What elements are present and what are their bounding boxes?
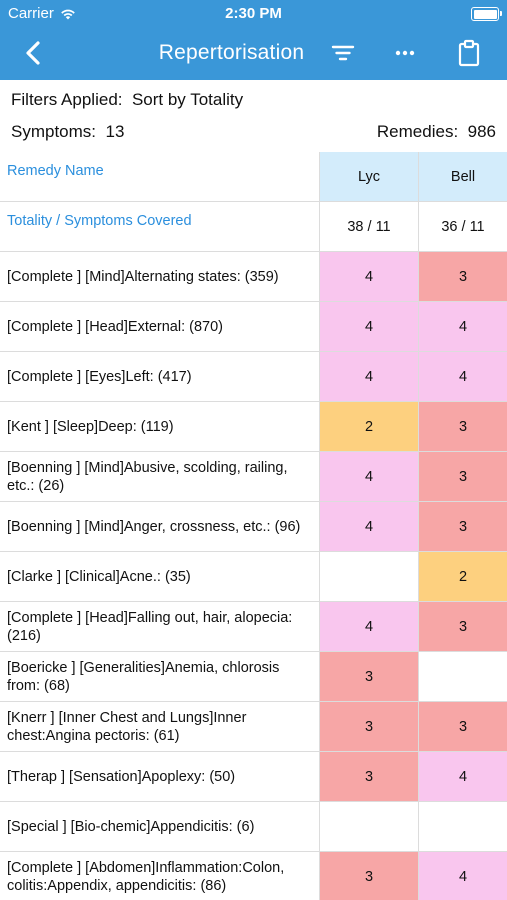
remedy-column-header[interactable]: Bell bbox=[419, 152, 507, 201]
back-chevron-icon[interactable] bbox=[20, 38, 50, 68]
grade-cell: 4 bbox=[320, 352, 419, 401]
remedies-count: Remedies: 986 bbox=[376, 122, 496, 141]
grade-cell: 4 bbox=[419, 352, 507, 401]
grade-cell: 4 bbox=[320, 602, 419, 651]
grade-cell: 3 bbox=[320, 652, 419, 701]
carrier-label: Carrier bbox=[8, 5, 54, 22]
symptom-row[interactable]: [Complete ] [Head]Falling out, hair, alo… bbox=[0, 602, 507, 652]
symptom-label: [Special ] [Bio-chemic]Appendicitis: (6) bbox=[0, 802, 320, 851]
grade-cell: 3 bbox=[419, 602, 507, 651]
counts-line: Symptoms: 13 Remedies: 986 bbox=[0, 122, 507, 146]
symptom-row[interactable]: [Boenning ] [Mind]Anger, crossness, etc.… bbox=[0, 502, 507, 552]
symptom-label: [Boericke ] [Generalities]Anemia, chloro… bbox=[0, 652, 320, 701]
more-options-icon[interactable] bbox=[390, 38, 420, 68]
symptom-row[interactable]: [Kent ] [Sleep]Deep: (119) 2 3 bbox=[0, 402, 507, 452]
symptom-label: [Knerr ] [Inner Chest and Lungs]Inner ch… bbox=[0, 702, 320, 751]
grade-cell: 3 bbox=[419, 702, 507, 751]
symptom-label: [Kent ] [Sleep]Deep: (119) bbox=[0, 402, 320, 451]
symptom-row[interactable]: [Therap ] [Sensation]Apoplexy: (50) 3 4 bbox=[0, 752, 507, 802]
filter-icon[interactable] bbox=[328, 38, 358, 68]
totality-value: 36 / 11 bbox=[441, 218, 485, 235]
symptom-row[interactable]: [Complete ] [Eyes]Left: (417) 4 4 bbox=[0, 352, 507, 402]
symptom-row[interactable]: [Knerr ] [Inner Chest and Lungs]Inner ch… bbox=[0, 702, 507, 752]
symptom-row[interactable]: [Complete ] [Abdomen]Inflammation:Colon,… bbox=[0, 852, 507, 900]
totality-row: Totality / Symptoms Covered 38 / 11 36 /… bbox=[0, 202, 507, 252]
clipboard-icon[interactable] bbox=[454, 38, 484, 68]
page-title: Repertorisation bbox=[158, 41, 305, 64]
symptom-row[interactable]: [Clarke ] [Clinical]Acne.: (35) 2 bbox=[0, 552, 507, 602]
symptom-label: [Complete ] [Head]External: (870) bbox=[0, 302, 320, 351]
grade-cell: 3 bbox=[320, 852, 419, 900]
remedy-name-header: Remedy Name bbox=[0, 152, 320, 201]
totality-header: Totality / Symptoms Covered bbox=[0, 202, 320, 251]
grade-cell: 3 bbox=[419, 452, 507, 501]
symptom-label: [Clarke ] [Clinical]Acne.: (35) bbox=[0, 552, 320, 601]
grade-cell bbox=[320, 552, 419, 601]
grade-cell: 4 bbox=[320, 302, 419, 351]
symptom-label: [Complete ] [Eyes]Left: (417) bbox=[0, 352, 320, 401]
filters-value: Sort by Totality bbox=[131, 90, 244, 109]
grade-cell: 3 bbox=[320, 752, 419, 801]
repertorisation-table: Remedy Name Lyc Bell Totality / Symptoms… bbox=[0, 152, 507, 900]
grade-cell: 3 bbox=[419, 402, 507, 451]
carrier-indicator: Carrier bbox=[8, 5, 76, 22]
symptom-label: [Complete ] [Head]Falling out, hair, alo… bbox=[0, 602, 320, 651]
grade-cell: 4 bbox=[419, 752, 507, 801]
status-bar: Carrier 2:30 PM bbox=[0, 0, 507, 28]
grade-cell: 4 bbox=[419, 302, 507, 351]
symptom-row[interactable]: [Complete ] [Head]External: (870) 4 4 bbox=[0, 302, 507, 352]
grade-cell: 4 bbox=[419, 852, 507, 900]
grade-cell: 2 bbox=[419, 552, 507, 601]
grade-cell: 4 bbox=[320, 502, 419, 551]
symptom-label: [Complete ] [Abdomen]Inflammation:Colon,… bbox=[0, 852, 320, 900]
wifi-icon bbox=[61, 9, 75, 19]
battery-icon bbox=[471, 7, 502, 21]
navigation-bar: Repertorisation bbox=[0, 28, 507, 80]
grade-cell: 4 bbox=[320, 452, 419, 501]
grade-cell: 3 bbox=[320, 702, 419, 751]
status-time: 2:30 PM bbox=[225, 5, 282, 22]
grade-cell: 3 bbox=[419, 252, 507, 301]
symptom-row[interactable]: [Boericke ] [Generalities]Anemia, chloro… bbox=[0, 652, 507, 702]
symptom-row[interactable]: [Complete ] [Mind]Alternating states: (3… bbox=[0, 252, 507, 302]
symptom-row[interactable]: [Special ] [Bio-chemic]Appendicitis: (6) bbox=[0, 802, 507, 852]
filters-label: Filters Applied: bbox=[11, 90, 123, 109]
remedy-header-row: Remedy Name Lyc Bell bbox=[0, 152, 507, 202]
totality-value: 38 / 11 bbox=[320, 202, 419, 251]
symptom-label: [Complete ] [Mind]Alternating states: (3… bbox=[0, 252, 320, 301]
filters-applied-line: Filters Applied: Sort by Totality bbox=[0, 90, 507, 114]
symptoms-count: Symptoms: 13 bbox=[11, 122, 125, 141]
grade-cell bbox=[320, 802, 419, 851]
grade-cell bbox=[419, 652, 507, 701]
symptom-label: [Boenning ] [Mind]Anger, crossness, etc.… bbox=[0, 502, 320, 551]
grade-cell: 2 bbox=[320, 402, 419, 451]
symptom-row[interactable]: [Boenning ] [Mind]Abusive, scolding, rai… bbox=[0, 452, 507, 502]
remedy-column-header[interactable]: Lyc bbox=[320, 152, 419, 201]
symptom-label: [Therap ] [Sensation]Apoplexy: (50) bbox=[0, 752, 320, 801]
symptom-label: [Boenning ] [Mind]Abusive, scolding, rai… bbox=[0, 452, 320, 501]
grade-cell: 3 bbox=[419, 502, 507, 551]
grade-cell bbox=[419, 802, 507, 851]
grade-cell: 4 bbox=[320, 252, 419, 301]
